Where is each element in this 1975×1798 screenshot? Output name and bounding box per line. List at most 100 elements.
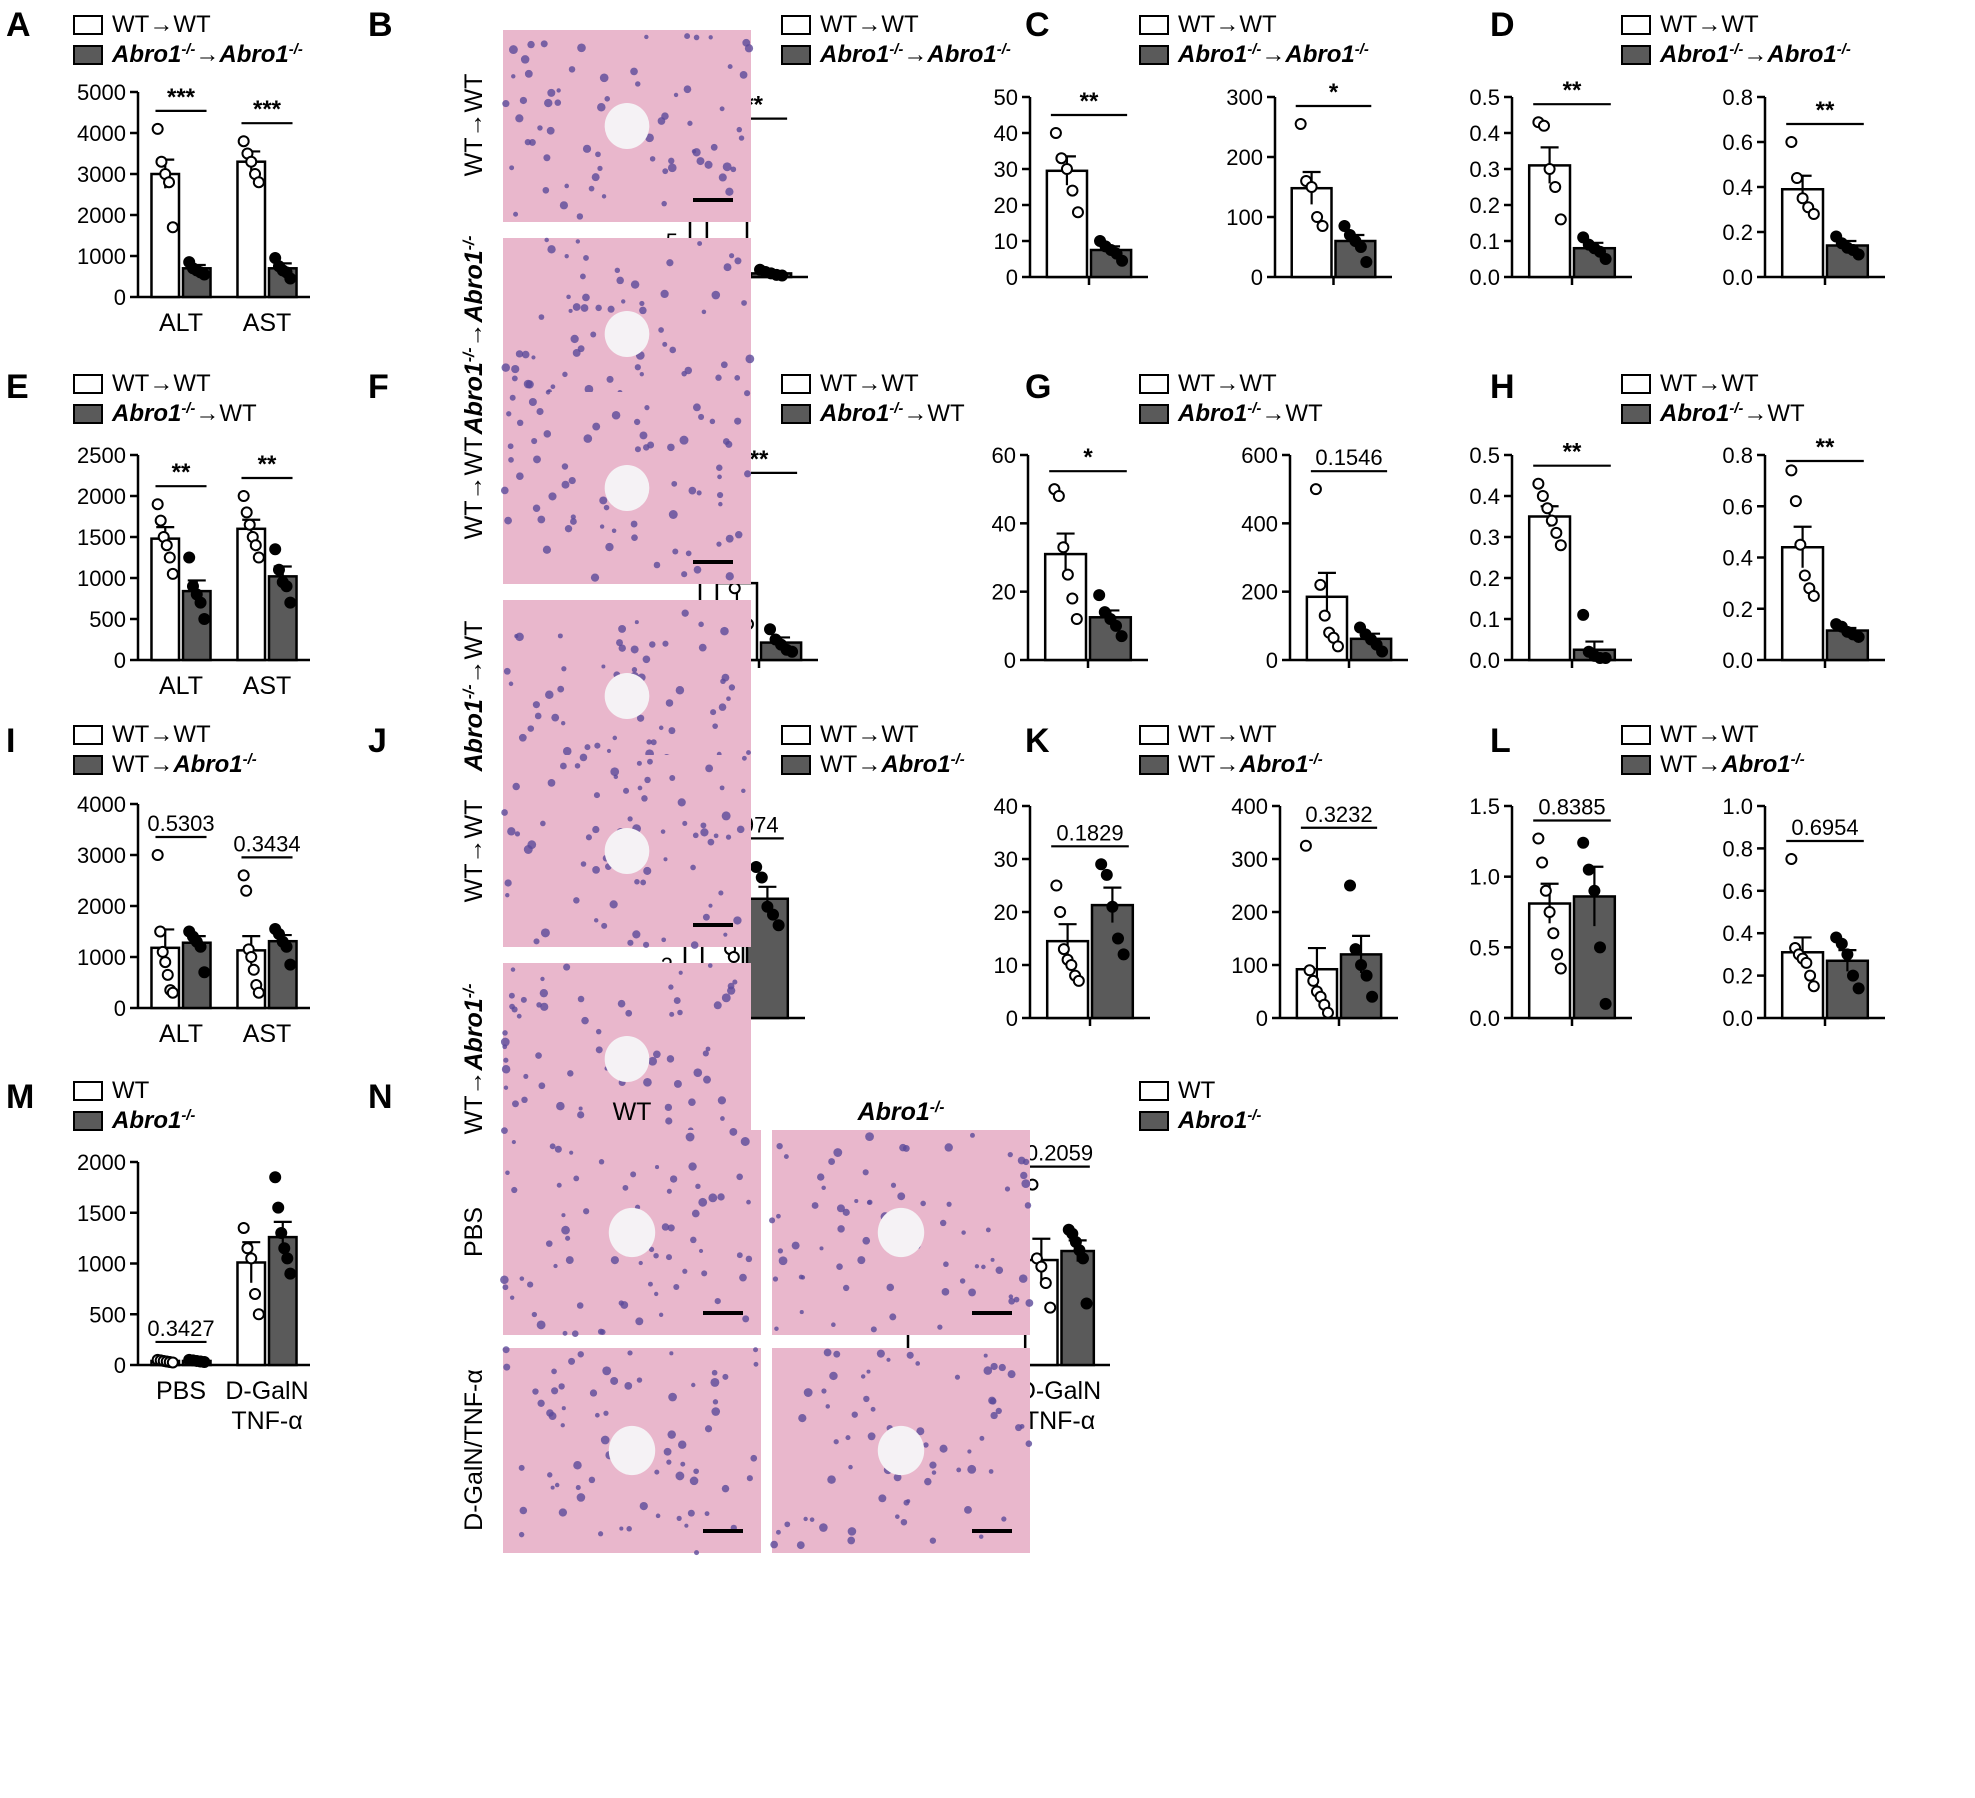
nucleus: [519, 1506, 528, 1515]
nucleus: [983, 1353, 988, 1358]
y-tick-label: 2000: [77, 484, 126, 509]
nucleus: [535, 1052, 542, 1059]
legend-swatch: [781, 404, 811, 424]
nucleus: [510, 967, 516, 972]
nucleus: [989, 1397, 997, 1405]
data-point: [1550, 526, 1563, 539]
label-part: WT→WT: [112, 721, 211, 748]
nucleus: [520, 55, 530, 64]
nucleus: [803, 1516, 808, 1522]
nucleus: [698, 413, 705, 420]
micrograph-row-label: Abro1-/-→WT: [460, 621, 488, 773]
nucleus: [666, 1188, 672, 1194]
nucleus: [778, 1256, 788, 1266]
data-point: [237, 869, 250, 882]
nucleus: [641, 795, 648, 802]
genotype-name: Abro1: [172, 751, 242, 778]
nucleus: [556, 1182, 562, 1188]
data-point: [1311, 211, 1324, 223]
nucleus: [639, 306, 647, 315]
genotype-superscript: -/-: [461, 236, 478, 251]
nucleus: [667, 163, 677, 173]
genotype-name: Abro1: [111, 1107, 181, 1134]
y-tick-label: 0.3: [1469, 525, 1500, 550]
label-part: WT→WT: [820, 370, 919, 397]
nucleus: [595, 151, 601, 158]
nucleus: [1008, 1297, 1016, 1305]
nucleus: [583, 1208, 590, 1215]
nucleus: [601, 664, 606, 669]
nucleus: [696, 157, 705, 166]
nucleus: [516, 472, 524, 481]
y-tick-label: 0.4: [1469, 121, 1500, 146]
nucleus: [783, 1154, 789, 1160]
nucleus: [776, 1142, 783, 1150]
nucleus: [547, 779, 556, 787]
y-tick-label: 4000: [77, 792, 126, 817]
nucleus: [857, 1256, 866, 1265]
nucleus: [708, 1193, 718, 1203]
nucleus: [717, 1193, 725, 1201]
y-tick-label: 1500: [77, 1201, 126, 1226]
nucleus: [540, 928, 550, 938]
label-part: WT→WT: [460, 437, 488, 540]
nucleus: [745, 354, 755, 364]
nucleus: [636, 714, 645, 722]
bar: [1527, 515, 1572, 662]
nucleus: [640, 879, 647, 886]
nucleus: [890, 1182, 897, 1188]
y-tick-label: 300: [1231, 847, 1268, 872]
y-tick-label: 0.0: [1469, 1006, 1500, 1031]
nucleus: [568, 1357, 576, 1365]
nucleus: [519, 96, 528, 105]
nucleus: [684, 33, 691, 40]
nucleus: [568, 476, 576, 485]
genotype-name: Abro1: [1177, 1107, 1247, 1134]
data-point: [272, 563, 285, 576]
micrograph-n-dgaln-wt: [502, 1346, 761, 1556]
data-point: [284, 272, 297, 285]
nucleus: [1008, 1294, 1014, 1299]
nucleus: [1017, 1156, 1026, 1165]
nucleus: [775, 1529, 781, 1535]
nucleus: [777, 1248, 784, 1254]
nucleus: [603, 1410, 609, 1416]
label-part: WT: [1178, 1077, 1216, 1104]
genotype-name: Abro1: [819, 41, 889, 68]
genotype-name: Abro1: [926, 41, 996, 68]
nucleus: [570, 334, 579, 344]
genotype-superscript: -/-: [1247, 401, 1261, 417]
nucleus: [988, 1469, 994, 1474]
nucleus: [827, 1475, 836, 1484]
panel-letter: K: [1025, 722, 1050, 760]
nucleus: [575, 239, 581, 244]
y-tick-label: 4000: [77, 121, 126, 146]
label-part: WT→: [112, 751, 173, 778]
nucleus: [845, 1435, 851, 1441]
nucleus: [505, 892, 510, 898]
nucleus: [673, 1283, 680, 1290]
nucleus: [523, 1073, 529, 1079]
y-tick-label: 0.5: [1469, 85, 1500, 110]
nucleus: [576, 213, 584, 220]
nucleus: [573, 1461, 582, 1470]
nucleus: [532, 1388, 539, 1395]
data-point: [249, 1287, 262, 1300]
nucleus: [676, 1515, 682, 1521]
y-tick-label: 0.3: [1469, 157, 1500, 182]
panel-letter: G: [1025, 368, 1051, 406]
y-tick-label: 200: [1241, 580, 1278, 605]
nucleus: [842, 1208, 850, 1216]
data-point: [1539, 884, 1552, 897]
genotype-name: Abro1: [1238, 751, 1308, 778]
nucleus: [680, 1461, 686, 1467]
nucleus: [736, 126, 743, 133]
significance-label: 0.3427: [147, 1316, 214, 1341]
panel-letter: J: [368, 722, 387, 760]
nucleus: [558, 1508, 568, 1517]
x-tick-label: ALT: [159, 672, 203, 700]
nucleus: [551, 1368, 557, 1375]
y-tick-label: 10: [994, 953, 1018, 978]
nucleus: [533, 455, 541, 464]
genotype-superscript: -/-: [889, 42, 903, 58]
